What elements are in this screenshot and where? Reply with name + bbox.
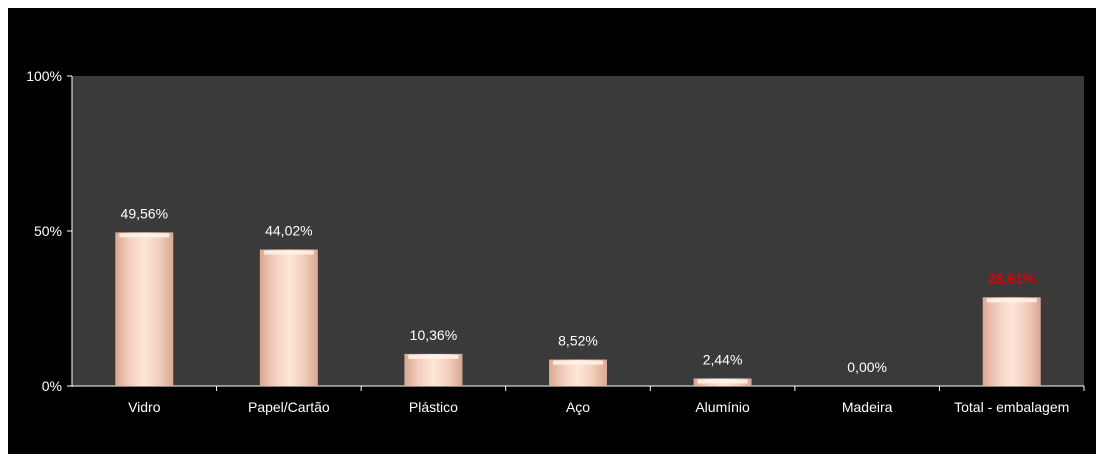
bar-chart: 0% 50% 100% 49,56% Vidro 44,02% Papel/Cartão 10…: [26, 68, 1085, 415]
bar-bevel: [553, 360, 603, 365]
x-tick-label: Aço: [566, 399, 590, 415]
x-tick-label: Total - embalagem: [954, 399, 1069, 415]
x-tick-label: Vidro: [128, 399, 161, 415]
x-tick-label: Plástico: [409, 399, 458, 415]
bar-bevel: [408, 354, 459, 359]
chart-area: 0% 50% 100% 49,56% Vidro 44,02% Papel/Cartão 10…: [8, 8, 1096, 454]
bar-bevel: [986, 298, 1037, 303]
data-label: 28,61%: [988, 270, 1036, 286]
x-tick-label: Alumínio: [695, 399, 750, 415]
data-label: 2,44%: [703, 351, 743, 367]
plot-area: [72, 76, 1084, 386]
data-label: 10,36%: [410, 327, 457, 343]
bar-bevel: [119, 233, 170, 238]
data-label: 49,56%: [121, 205, 168, 221]
y-tick-label: 50%: [34, 223, 62, 239]
x-tick-label: Papel/Cartão: [248, 399, 330, 415]
bar-bevel: [263, 250, 314, 255]
bar-bevel: [697, 379, 748, 384]
bar: [982, 297, 1041, 386]
data-label: 44,02%: [265, 223, 312, 239]
y-tick-label: 0%: [42, 378, 62, 394]
y-tick-label: 100%: [26, 68, 62, 84]
bar: [404, 353, 463, 386]
data-label: 8,52%: [558, 333, 598, 349]
bar: [115, 232, 174, 386]
bar: [259, 249, 318, 386]
data-label: 0,00%: [847, 359, 887, 375]
x-tick-label: Madeira: [842, 399, 893, 415]
